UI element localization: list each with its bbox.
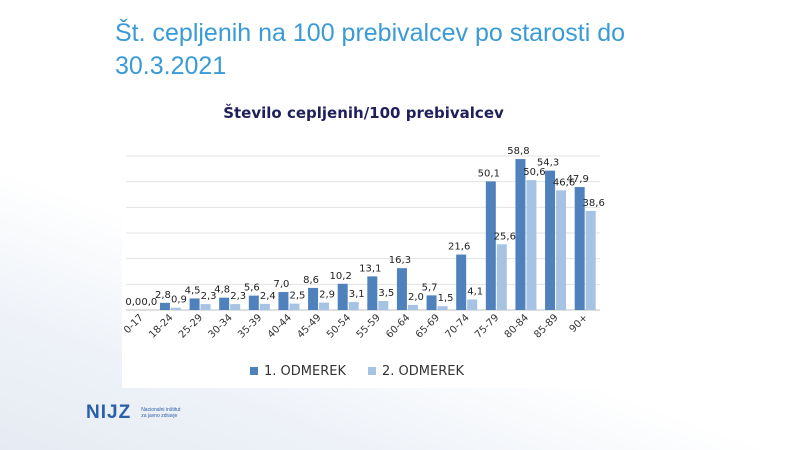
bar-series-1	[159, 302, 170, 310]
x-tick-label: 85-89	[532, 312, 560, 340]
bar-series-1	[545, 170, 556, 310]
bar-series-2	[378, 301, 389, 310]
bar-series-1	[574, 187, 585, 310]
logo-subtitle-line-2: za javno zdravje	[141, 413, 178, 419]
bar-series-2	[467, 299, 478, 310]
x-tick-label: 25-29	[177, 312, 205, 340]
nijz-logo: NIJZ Nacionalni inštitut za javno zdravj…	[86, 402, 201, 424]
bar-series-2	[437, 306, 448, 310]
bar-series-2	[200, 304, 211, 310]
bar-series-1	[278, 292, 289, 310]
logo-subtitle: Nacionalni inštitut za javno zdravje	[141, 407, 201, 419]
logo-brand: NIJZ	[86, 402, 132, 423]
bar-series-2	[556, 190, 567, 310]
data-label-series-1: 21,6	[448, 242, 470, 253]
data-label-series-2: 46,6	[553, 177, 575, 188]
data-label-series-1: 7,0	[273, 279, 289, 290]
x-tick-label: 45-49	[295, 312, 323, 340]
legend-item-series-2: 2. ODMEREK	[367, 363, 464, 379]
data-label-series-1: 4,5	[185, 285, 201, 296]
bar-series-2	[319, 302, 330, 310]
slide-title-line-2: 30.3.2021	[115, 52, 227, 80]
data-label-series-2: 1,5	[438, 293, 454, 304]
data-label-series-2: 2,3	[230, 291, 246, 302]
x-tick-label: 75-79	[473, 312, 501, 340]
bar-series-1	[515, 159, 526, 310]
data-label-series-2: 4,1	[467, 286, 483, 297]
chart-title: Število cepljenih/100 prebivalcev	[223, 104, 504, 122]
bar-series-1	[337, 283, 348, 310]
data-label-series-1: 58,8	[507, 146, 529, 157]
x-tick-label: 18-24	[147, 312, 175, 340]
slide-title-line-1: Št. cepljenih na 100 prebivalcev po star…	[115, 19, 626, 47]
bar-series-1	[456, 254, 467, 310]
x-tick-label: 60-64	[384, 312, 412, 340]
data-label-series-2: 50,6	[523, 167, 545, 178]
x-tick-label: 50-54	[325, 312, 353, 340]
data-label-series-1: 4,8	[214, 285, 230, 296]
bar-series-2	[170, 307, 181, 310]
data-label-series-2: 2,3	[201, 291, 217, 302]
data-label-series-2: 2,0	[408, 292, 424, 303]
legend-swatch-series-1	[250, 367, 258, 375]
data-label-series-1: 16,3	[389, 255, 411, 266]
data-label-series-1: 5,7	[422, 282, 438, 293]
data-label-series-1: 10,2	[330, 271, 352, 282]
legend-label-series-2: 2. ODMEREK	[381, 363, 464, 379]
data-label-series-2: 0,0	[141, 297, 157, 308]
bar-series-1	[308, 287, 319, 310]
data-label-series-1: 13,1	[359, 263, 381, 274]
bar-series-2	[348, 302, 359, 310]
data-label-series-1: 5,6	[244, 283, 260, 294]
data-label-series-1: 0,0	[125, 297, 141, 308]
bar-series-1	[248, 295, 259, 310]
data-label-series-1: 2,8	[155, 290, 171, 301]
data-label-series-2: 38,6	[583, 198, 605, 209]
x-tick-label: 0-17	[122, 312, 146, 336]
bar-series-2	[585, 210, 596, 310]
legend-item-series-1: 1. ODMEREK	[250, 364, 346, 379]
data-label-series-2: 25,6	[494, 231, 516, 242]
data-label-series-2: 2,5	[289, 291, 305, 302]
legend-label-series-1: 1. ODMEREK	[264, 363, 346, 379]
x-tick-label: 30-34	[206, 312, 234, 340]
data-label-series-1: 54,3	[537, 158, 559, 169]
bar-series-1	[485, 181, 496, 310]
data-label-series-2: 3,5	[378, 288, 394, 299]
bar-series-2	[526, 180, 537, 310]
x-tick-label: 80-84	[503, 312, 531, 340]
data-label-series-2: 2,9	[319, 290, 335, 301]
data-label-series-1: 47,9	[567, 174, 589, 185]
bar-series-2	[407, 304, 418, 310]
x-tick-label: 40-44	[266, 312, 294, 340]
x-tick-label: 35-39	[236, 312, 264, 340]
bar-series-1	[189, 298, 200, 310]
bar-series-1	[219, 297, 230, 310]
bar-series-1	[426, 295, 437, 310]
data-label-series-1: 50,1	[478, 168, 500, 179]
chart-legend: 1. ODMEREK 2. ODMEREK	[250, 362, 486, 380]
logo-subtitle-line-1: Nacionalni inštitut	[141, 407, 181, 413]
data-label-series-2: 0,9	[171, 295, 187, 306]
bar-series-2	[496, 244, 507, 310]
bar-series-2	[289, 303, 300, 310]
data-label-series-2: 2,4	[260, 291, 276, 302]
x-tick-label: 65-69	[414, 312, 442, 340]
x-tick-label: 55-59	[355, 312, 383, 340]
bar-series-2	[230, 304, 241, 310]
data-label-series-1: 8,6	[303, 275, 319, 286]
x-tick-label: 90+	[568, 312, 591, 335]
bar-series-2	[259, 303, 270, 310]
data-label-series-2: 3,1	[349, 289, 365, 300]
bar-series-1	[367, 276, 378, 310]
legend-swatch-series-2	[367, 367, 376, 375]
slide-title: Št. cepljenih na 100 prebivalcev po star…	[115, 17, 675, 83]
x-tick-label: 70-74	[443, 312, 471, 340]
bar-series-1	[396, 268, 407, 310]
